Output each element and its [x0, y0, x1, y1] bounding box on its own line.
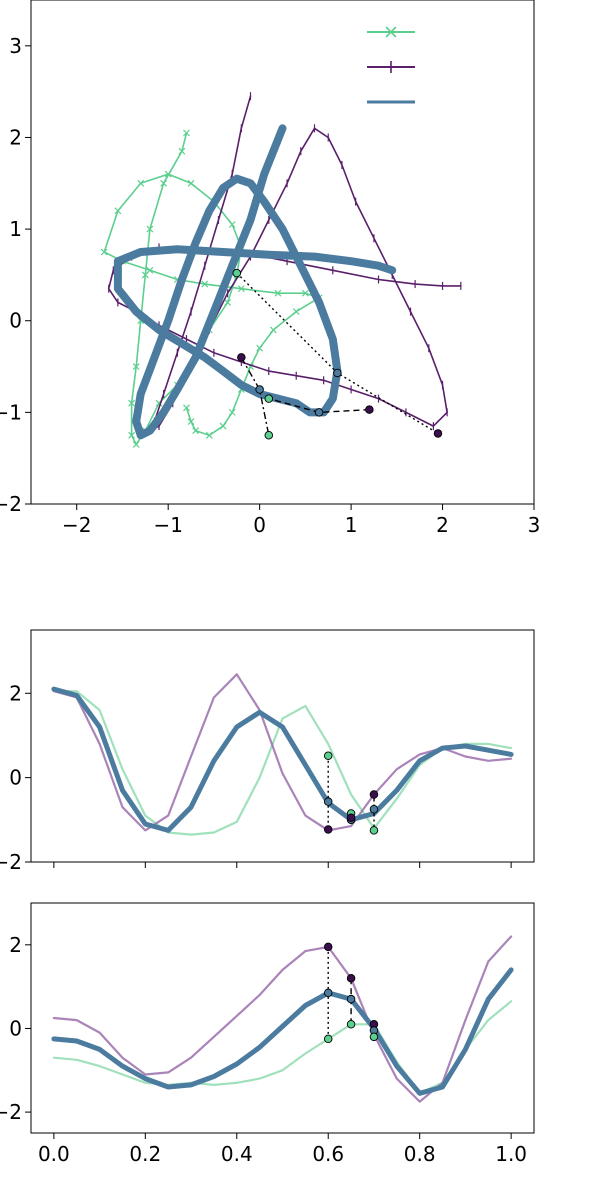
annotation-point [255, 385, 264, 394]
y-tick-label: −2 [0, 492, 22, 516]
x-tick-label: 0.0 [38, 1142, 70, 1166]
y-tick-label: 1 [9, 217, 22, 241]
x-tick-label: 1.0 [495, 1142, 527, 1166]
x-tick-label: −2 [62, 513, 91, 537]
axes-frame [30, 629, 535, 863]
plot-area-0 [100, 92, 462, 448]
x-marker [187, 418, 195, 425]
y-tick-label: 2 [9, 681, 22, 705]
x-marker [128, 431, 136, 439]
annotation-point [346, 974, 356, 983]
series-line-2 [113, 124, 397, 440]
x-marker [301, 289, 309, 297]
x-marker [146, 266, 154, 274]
x-tick-label: 2 [436, 513, 449, 537]
x-tick-label: −1 [153, 513, 182, 537]
series-line-0 [103, 132, 320, 446]
y-tick-label: −2 [0, 1100, 22, 1124]
x-marker [228, 408, 236, 416]
series-line-1 [107, 95, 462, 432]
series-line-0 [52, 690, 513, 836]
axes-frame [30, 0, 535, 505]
x-marker [137, 179, 145, 187]
x-tick-label: 0 [253, 513, 266, 537]
legend [367, 26, 415, 104]
x-marker [205, 431, 213, 439]
x-marker [160, 179, 168, 187]
annotation-point [323, 825, 333, 834]
annotation-point [369, 790, 379, 799]
annotation-point [323, 988, 333, 998]
y-tick-label: 0 [9, 1016, 22, 1040]
x-marker [114, 207, 122, 215]
annotation-point [237, 353, 246, 362]
annotation-point [346, 1020, 356, 1029]
series-line-1 [52, 935, 513, 1103]
legend-x-marker [385, 26, 397, 38]
annotation-point [369, 826, 379, 835]
x-marker [201, 280, 209, 288]
x-marker [128, 399, 136, 407]
y-tick-label: −1 [0, 400, 22, 424]
annotation-point [232, 268, 242, 278]
plot-area-2 [51, 935, 514, 1103]
series-line-0 [52, 1000, 513, 1095]
annotation-point [323, 751, 333, 760]
middle-timeseries-plot: −2 0 2 [0, 629, 535, 874]
y-tick-label: 3 [9, 34, 22, 58]
annotation-point [264, 431, 274, 440]
annotation-point [323, 797, 333, 806]
x-marker [187, 179, 195, 187]
y-tick-label: 2 [9, 125, 22, 149]
x-marker [292, 308, 300, 315]
series-line-2 [51, 967, 514, 1096]
annotation-point [369, 805, 379, 814]
x-tick-label: 3 [528, 513, 541, 537]
x-marker [219, 422, 227, 430]
annotation-point [369, 1032, 379, 1042]
x-marker [228, 221, 236, 228]
x-marker [164, 170, 172, 178]
y-tick-label: 0 [9, 309, 22, 333]
x-marker [132, 363, 140, 370]
annotation-point [346, 813, 356, 822]
y-tick-label: −2 [0, 850, 22, 874]
x-marker [146, 225, 154, 233]
series-line-2 [51, 686, 514, 833]
annotation-point [314, 408, 324, 417]
x-tick-label: 0.8 [404, 1142, 436, 1166]
annotation-point [346, 994, 356, 1004]
x-marker [100, 248, 108, 256]
annotation-point [433, 429, 443, 438]
bottom-timeseries-plot: 0.0 0.2 0.4 0.6 0.8 1.0 −2 0 2 [0, 902, 535, 1166]
annotation-point [264, 394, 274, 403]
y-tick-label: 0 [9, 766, 22, 790]
annotation-point [365, 405, 374, 414]
annotation-point [323, 1034, 333, 1044]
plot-area-1 [51, 673, 514, 836]
annotation-point [333, 368, 342, 378]
x-marker [269, 326, 277, 334]
annotation-point [323, 942, 333, 952]
x-marker [183, 404, 190, 412]
x-tick-label: 0.4 [221, 1142, 253, 1166]
x-marker [192, 427, 200, 435]
top-scatter-plot: −2 −1 0 1 2 3 −2 −1 0 1 2 3 [0, 0, 540, 537]
x-marker [132, 441, 140, 448]
x-tick-label: 1 [345, 513, 358, 537]
series-line-1 [52, 673, 513, 832]
x-marker [224, 298, 232, 306]
x-marker [256, 344, 264, 352]
x-marker [237, 285, 245, 293]
x-marker [183, 129, 190, 137]
y-tick-label: 2 [9, 933, 22, 957]
x-tick-label: 0.2 [129, 1142, 161, 1166]
x-marker [178, 147, 186, 155]
axes-frame [30, 902, 535, 1134]
x-tick-label: 0.6 [312, 1142, 344, 1166]
x-marker [274, 289, 282, 297]
